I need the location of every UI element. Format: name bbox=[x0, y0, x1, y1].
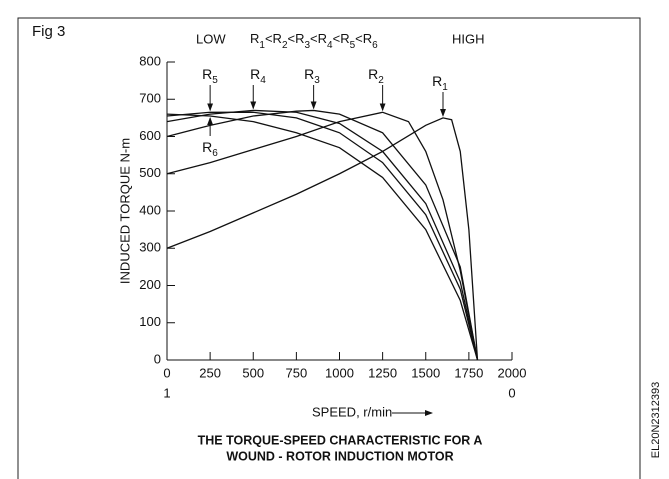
line bbox=[166, 111, 479, 361]
y-tick-label: 0 bbox=[154, 351, 161, 366]
slip-tick-label: 1 bbox=[163, 385, 170, 400]
line bbox=[166, 117, 479, 361]
line bbox=[166, 109, 479, 361]
y-axis-label: INDUCED TORQUE N-m bbox=[117, 138, 132, 284]
high-label: HIGH bbox=[452, 31, 485, 46]
series-label: R4 bbox=[250, 66, 266, 86]
title-line: WOUND - ROTOR INDUCTION MOTOR bbox=[226, 449, 453, 463]
y-tick-label: 100 bbox=[139, 314, 161, 329]
y-tick-label: 700 bbox=[139, 91, 161, 106]
x-tick-label: 1500 bbox=[411, 365, 440, 380]
line bbox=[166, 111, 479, 361]
x-tick-label: 500 bbox=[242, 365, 264, 380]
x-tick-label: 250 bbox=[199, 365, 221, 380]
x-tick-label: 1750 bbox=[454, 365, 483, 380]
figure-label: Fig 3 bbox=[32, 23, 65, 40]
x-tick-label: 750 bbox=[286, 365, 308, 380]
y-tick-label: 600 bbox=[139, 128, 161, 143]
title-line: THE TORQUE-SPEED CHARACTERISTIC FOR A bbox=[198, 433, 483, 447]
line bbox=[166, 113, 479, 361]
x-tick-label: 1250 bbox=[368, 365, 397, 380]
y-tick-label: 800 bbox=[139, 53, 161, 68]
side-code: EL20N2312393 bbox=[650, 382, 662, 458]
series-label: R2 bbox=[368, 66, 384, 86]
y-tick-label: 500 bbox=[139, 165, 161, 180]
y-tick-label: 300 bbox=[139, 240, 161, 255]
series-label: R5 bbox=[202, 66, 218, 86]
x-tick-label: 2000 bbox=[498, 365, 527, 380]
frame bbox=[17, 17, 641, 479]
x-tick-label: 0 bbox=[163, 365, 170, 380]
series-label: R1 bbox=[432, 73, 448, 93]
series-label: R6 bbox=[202, 139, 218, 159]
y-tick-label: 400 bbox=[139, 202, 161, 217]
slip-tick-label: 0 bbox=[508, 385, 515, 400]
x-tick-label: 1000 bbox=[325, 365, 354, 380]
x-axis-label: SPEED, r/min bbox=[312, 404, 392, 419]
series-label: R3 bbox=[304, 66, 320, 86]
y-tick-label: 200 bbox=[139, 277, 161, 292]
order-label: R1<R2<R3<R4<R5<R6 bbox=[250, 31, 378, 51]
low-label: LOW bbox=[196, 31, 226, 46]
